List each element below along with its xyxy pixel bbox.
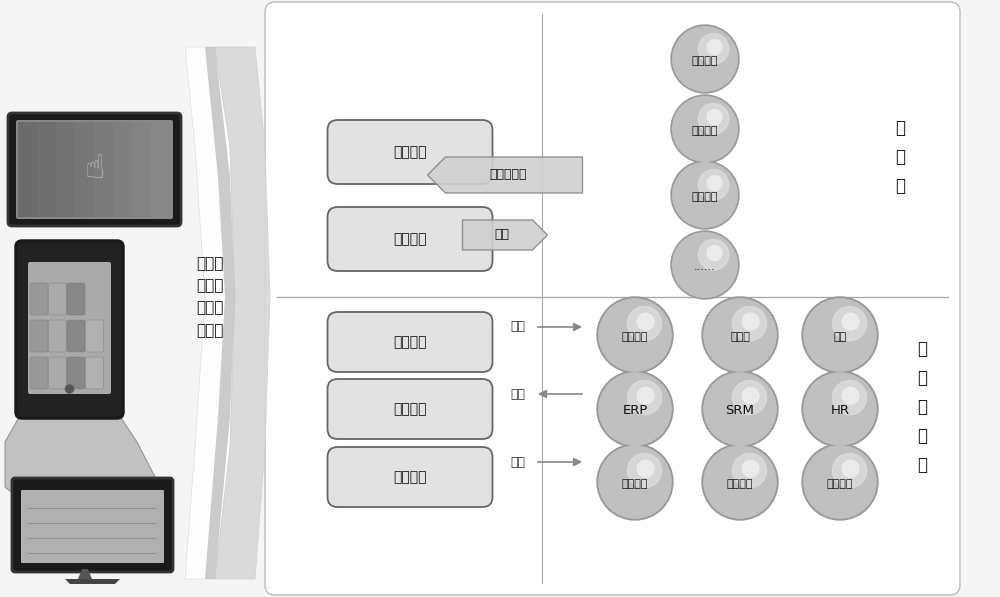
- FancyBboxPatch shape: [28, 262, 111, 394]
- FancyBboxPatch shape: [327, 447, 492, 507]
- Text: 采购订单: 采购订单: [622, 332, 648, 342]
- Text: 表单引擎: 表单引擎: [393, 335, 427, 349]
- Circle shape: [742, 313, 759, 330]
- Circle shape: [66, 385, 74, 393]
- Text: 移动办公: 移动办公: [393, 232, 427, 246]
- Polygon shape: [65, 579, 120, 584]
- Polygon shape: [37, 122, 56, 217]
- Circle shape: [842, 313, 859, 330]
- Circle shape: [627, 454, 662, 488]
- Text: 流程: 流程: [511, 321, 526, 334]
- Polygon shape: [5, 412, 155, 512]
- Polygon shape: [94, 122, 113, 217]
- Circle shape: [673, 233, 737, 297]
- Circle shape: [732, 454, 767, 488]
- Text: 企
业
系
统
池: 企 业 系 统 池: [917, 340, 927, 475]
- Circle shape: [842, 387, 859, 404]
- Circle shape: [599, 299, 671, 371]
- Text: 应
用
池: 应 用 池: [895, 119, 905, 195]
- FancyBboxPatch shape: [327, 379, 492, 439]
- Circle shape: [732, 380, 767, 415]
- Circle shape: [704, 299, 776, 371]
- Polygon shape: [113, 122, 132, 217]
- Circle shape: [702, 297, 778, 373]
- FancyBboxPatch shape: [67, 283, 85, 315]
- Circle shape: [732, 306, 767, 341]
- Text: 协同办公: 协同办公: [393, 470, 427, 484]
- Text: SRM: SRM: [726, 404, 754, 417]
- Circle shape: [673, 97, 737, 161]
- Text: 设备管理: 设备管理: [727, 479, 753, 489]
- Circle shape: [698, 170, 729, 200]
- FancyBboxPatch shape: [327, 207, 492, 271]
- Circle shape: [832, 380, 867, 415]
- Polygon shape: [215, 47, 270, 579]
- Circle shape: [842, 460, 859, 477]
- Circle shape: [802, 297, 878, 373]
- Circle shape: [802, 444, 878, 520]
- Circle shape: [707, 39, 722, 54]
- FancyBboxPatch shape: [86, 320, 104, 352]
- Circle shape: [702, 371, 778, 447]
- Text: 售后系统: 售后系统: [827, 479, 853, 489]
- Text: 资金系统: 资金系统: [622, 479, 648, 489]
- Polygon shape: [185, 47, 235, 579]
- Polygon shape: [205, 47, 235, 579]
- Circle shape: [627, 380, 662, 415]
- Circle shape: [597, 371, 673, 447]
- Text: HR: HR: [830, 404, 850, 417]
- Polygon shape: [132, 122, 151, 217]
- Text: 供应商: 供应商: [730, 332, 750, 342]
- Circle shape: [597, 444, 673, 520]
- FancyBboxPatch shape: [327, 120, 492, 184]
- Circle shape: [804, 299, 876, 371]
- Text: 回填: 回填: [511, 387, 526, 401]
- Circle shape: [707, 245, 722, 260]
- FancyBboxPatch shape: [12, 478, 173, 572]
- Text: ......: ......: [694, 261, 716, 272]
- FancyBboxPatch shape: [67, 357, 85, 389]
- Circle shape: [599, 446, 671, 518]
- FancyBboxPatch shape: [30, 320, 48, 352]
- Circle shape: [637, 460, 654, 477]
- Circle shape: [673, 27, 737, 91]
- Circle shape: [627, 306, 662, 341]
- FancyBboxPatch shape: [86, 357, 104, 389]
- Text: 功能移动化: 功能移动化: [490, 168, 527, 181]
- Circle shape: [599, 373, 671, 445]
- Circle shape: [673, 163, 737, 227]
- Circle shape: [832, 454, 867, 488]
- Text: 订单下达: 订单下达: [692, 56, 718, 66]
- Text: 回填: 回填: [494, 229, 509, 242]
- Circle shape: [802, 371, 878, 447]
- FancyBboxPatch shape: [327, 312, 492, 372]
- Text: 流程引擎: 流程引擎: [393, 402, 427, 416]
- FancyBboxPatch shape: [265, 2, 960, 595]
- Circle shape: [698, 103, 729, 134]
- Polygon shape: [78, 569, 92, 579]
- Text: 员工: 员工: [833, 332, 847, 342]
- Circle shape: [804, 446, 876, 518]
- Polygon shape: [462, 220, 548, 250]
- FancyBboxPatch shape: [16, 241, 123, 418]
- FancyBboxPatch shape: [30, 283, 48, 315]
- Circle shape: [832, 306, 867, 341]
- Circle shape: [698, 239, 729, 270]
- Polygon shape: [18, 122, 37, 217]
- FancyBboxPatch shape: [48, 320, 66, 352]
- Circle shape: [698, 33, 729, 64]
- Circle shape: [671, 231, 739, 299]
- Circle shape: [704, 446, 776, 518]
- FancyBboxPatch shape: [16, 120, 173, 219]
- Text: 流程审
批集成
及功能
移动化: 流程审 批集成 及功能 移动化: [196, 256, 224, 338]
- Circle shape: [742, 460, 759, 477]
- FancyBboxPatch shape: [30, 357, 48, 389]
- Polygon shape: [75, 122, 94, 217]
- FancyBboxPatch shape: [48, 283, 66, 315]
- Circle shape: [707, 110, 722, 125]
- Circle shape: [707, 176, 722, 190]
- Polygon shape: [56, 122, 75, 217]
- Circle shape: [804, 373, 876, 445]
- Circle shape: [671, 95, 739, 163]
